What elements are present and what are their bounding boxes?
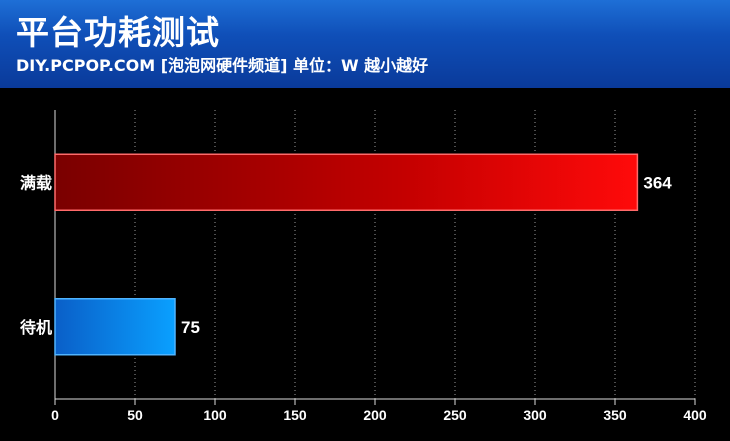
x-tick-label: 200: [363, 407, 387, 423]
x-tick-label: 300: [523, 407, 547, 423]
labels: 0 50 100 150 200 250 300 350 400 满载 364 待机 75: [20, 173, 707, 423]
chart-title: 平台功耗测试: [16, 13, 220, 52]
x-tick-label: 50: [127, 407, 143, 423]
chart-header: 平台功耗测试 DIY.PCPOP.COM [泡泡网硬件频道] 单位：W 越小越好: [0, 0, 730, 88]
x-tick-label: 350: [603, 407, 627, 423]
bar-chart: 0 50 100 150 200 250 300 350 400 满载 364 待机 75: [20, 110, 707, 423]
category-label: 待机: [20, 318, 52, 337]
chart-subtitle: DIY.PCPOP.COM [泡泡网硬件频道] 单位：W 越小越好: [16, 56, 429, 75]
x-tick-label: 150: [283, 407, 307, 423]
x-tick-label: 400: [683, 407, 707, 423]
bar: [54, 153, 639, 211]
x-tick-label: 0: [51, 407, 59, 423]
bars: [54, 153, 639, 356]
bar: [54, 298, 176, 356]
grid-lines: [134, 110, 696, 399]
value-label: 75: [181, 318, 200, 337]
x-tick-label: 250: [443, 407, 467, 423]
value-label: 364: [643, 173, 672, 192]
x-tick-label: 100: [203, 407, 227, 423]
category-label: 满载: [20, 173, 52, 192]
